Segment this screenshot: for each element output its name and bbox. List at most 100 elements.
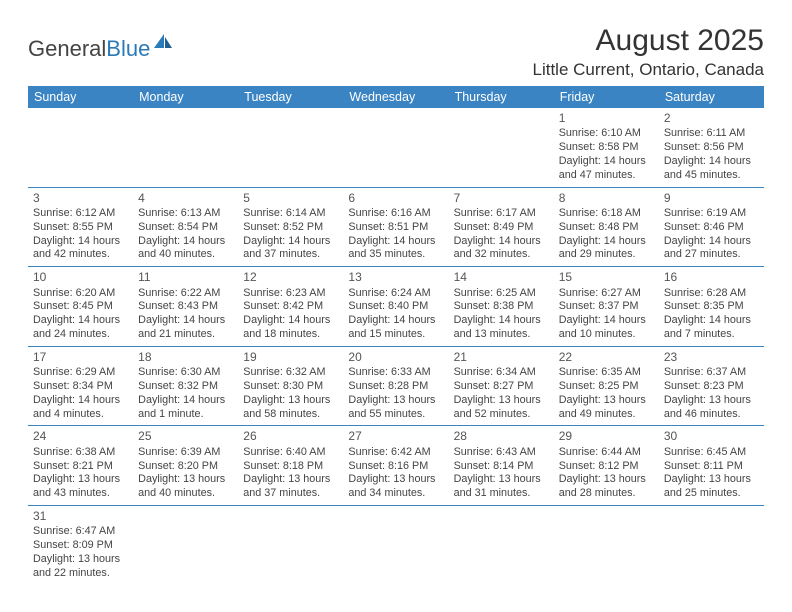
daylight-text: Daylight: 14 hours and 42 minutes. [33, 235, 128, 263]
sunrise-text: Sunrise: 6:42 AM [348, 446, 443, 460]
day-number: 1 [559, 111, 654, 126]
sunrise-text: Sunrise: 6:34 AM [454, 366, 549, 380]
calendar-cell: 18Sunrise: 6:30 AMSunset: 8:32 PMDayligh… [133, 346, 238, 426]
weekday-header-row: Sunday Monday Tuesday Wednesday Thursday… [28, 86, 764, 108]
daylight-text: Daylight: 14 hours and 47 minutes. [559, 155, 654, 183]
sunrise-text: Sunrise: 6:30 AM [138, 366, 233, 380]
daylight-text: Daylight: 14 hours and 37 minutes. [243, 235, 338, 263]
sunrise-text: Sunrise: 6:13 AM [138, 207, 233, 221]
day-number: 6 [348, 191, 443, 206]
month-title: August 2025 [532, 24, 764, 58]
sunset-text: Sunset: 8:11 PM [664, 460, 759, 474]
day-number: 18 [138, 350, 233, 365]
calendar-row: 10Sunrise: 6:20 AMSunset: 8:45 PMDayligh… [28, 267, 764, 347]
sunrise-text: Sunrise: 6:11 AM [664, 127, 759, 141]
calendar-cell: 28Sunrise: 6:43 AMSunset: 8:14 PMDayligh… [449, 426, 554, 506]
calendar-cell: 14Sunrise: 6:25 AMSunset: 8:38 PMDayligh… [449, 267, 554, 347]
calendar-cell [449, 506, 554, 585]
sunrise-text: Sunrise: 6:10 AM [559, 127, 654, 141]
weekday-header: Monday [133, 86, 238, 108]
calendar-row: 1Sunrise: 6:10 AMSunset: 8:58 PMDaylight… [28, 108, 764, 187]
day-number: 19 [243, 350, 338, 365]
day-number: 14 [454, 270, 549, 285]
calendar-row: 3Sunrise: 6:12 AMSunset: 8:55 PMDaylight… [28, 187, 764, 267]
daylight-text: Daylight: 14 hours and 10 minutes. [559, 314, 654, 342]
sunset-text: Sunset: 8:34 PM [33, 380, 128, 394]
daylight-text: Daylight: 13 hours and 46 minutes. [664, 394, 759, 422]
day-number: 28 [454, 429, 549, 444]
daylight-text: Daylight: 13 hours and 34 minutes. [348, 473, 443, 501]
calendar-cell: 7Sunrise: 6:17 AMSunset: 8:49 PMDaylight… [449, 187, 554, 267]
day-number: 4 [138, 191, 233, 206]
sunset-text: Sunset: 8:38 PM [454, 300, 549, 314]
logo-text-blue: Blue [106, 36, 150, 62]
calendar-body: 1Sunrise: 6:10 AMSunset: 8:58 PMDaylight… [28, 108, 764, 585]
daylight-text: Daylight: 13 hours and 37 minutes. [243, 473, 338, 501]
sunrise-text: Sunrise: 6:23 AM [243, 287, 338, 301]
sunset-text: Sunset: 8:35 PM [664, 300, 759, 314]
calendar-cell [238, 506, 343, 585]
day-number: 16 [664, 270, 759, 285]
calendar-cell: 11Sunrise: 6:22 AMSunset: 8:43 PMDayligh… [133, 267, 238, 347]
daylight-text: Daylight: 13 hours and 28 minutes. [559, 473, 654, 501]
day-number: 2 [664, 111, 759, 126]
sunset-text: Sunset: 8:54 PM [138, 221, 233, 235]
header: GeneralBlue August 2025 Little Current, … [28, 24, 764, 80]
sunset-text: Sunset: 8:30 PM [243, 380, 338, 394]
calendar-cell [133, 108, 238, 187]
sunrise-text: Sunrise: 6:19 AM [664, 207, 759, 221]
sunset-text: Sunset: 8:21 PM [33, 460, 128, 474]
day-number: 11 [138, 270, 233, 285]
daylight-text: Daylight: 13 hours and 22 minutes. [33, 553, 128, 581]
sunrise-text: Sunrise: 6:22 AM [138, 287, 233, 301]
sunset-text: Sunset: 8:42 PM [243, 300, 338, 314]
sunset-text: Sunset: 8:45 PM [33, 300, 128, 314]
day-number: 8 [559, 191, 654, 206]
daylight-text: Daylight: 14 hours and 40 minutes. [138, 235, 233, 263]
daylight-text: Daylight: 14 hours and 13 minutes. [454, 314, 549, 342]
weekday-header: Thursday [449, 86, 554, 108]
sunset-text: Sunset: 8:43 PM [138, 300, 233, 314]
daylight-text: Daylight: 14 hours and 15 minutes. [348, 314, 443, 342]
daylight-text: Daylight: 14 hours and 32 minutes. [454, 235, 549, 263]
weekday-header: Tuesday [238, 86, 343, 108]
calendar-cell: 23Sunrise: 6:37 AMSunset: 8:23 PMDayligh… [659, 346, 764, 426]
calendar-cell: 10Sunrise: 6:20 AMSunset: 8:45 PMDayligh… [28, 267, 133, 347]
sunset-text: Sunset: 8:46 PM [664, 221, 759, 235]
sunrise-text: Sunrise: 6:35 AM [559, 366, 654, 380]
day-number: 26 [243, 429, 338, 444]
calendar-cell: 21Sunrise: 6:34 AMSunset: 8:27 PMDayligh… [449, 346, 554, 426]
calendar-cell: 27Sunrise: 6:42 AMSunset: 8:16 PMDayligh… [343, 426, 448, 506]
daylight-text: Daylight: 13 hours and 31 minutes. [454, 473, 549, 501]
daylight-text: Daylight: 13 hours and 49 minutes. [559, 394, 654, 422]
sunrise-text: Sunrise: 6:20 AM [33, 287, 128, 301]
daylight-text: Daylight: 14 hours and 24 minutes. [33, 314, 128, 342]
calendar-cell: 26Sunrise: 6:40 AMSunset: 8:18 PMDayligh… [238, 426, 343, 506]
day-number: 21 [454, 350, 549, 365]
sunset-text: Sunset: 8:16 PM [348, 460, 443, 474]
calendar-table: Sunday Monday Tuesday Wednesday Thursday… [28, 86, 764, 585]
daylight-text: Daylight: 14 hours and 7 minutes. [664, 314, 759, 342]
day-number: 12 [243, 270, 338, 285]
calendar-cell: 4Sunrise: 6:13 AMSunset: 8:54 PMDaylight… [133, 187, 238, 267]
sunset-text: Sunset: 8:51 PM [348, 221, 443, 235]
calendar-cell: 5Sunrise: 6:14 AMSunset: 8:52 PMDaylight… [238, 187, 343, 267]
sunrise-text: Sunrise: 6:39 AM [138, 446, 233, 460]
logo: GeneralBlue [28, 24, 174, 65]
calendar-cell: 24Sunrise: 6:38 AMSunset: 8:21 PMDayligh… [28, 426, 133, 506]
calendar-row: 24Sunrise: 6:38 AMSunset: 8:21 PMDayligh… [28, 426, 764, 506]
sail-icon [152, 32, 174, 55]
sunset-text: Sunset: 8:28 PM [348, 380, 443, 394]
calendar-cell: 17Sunrise: 6:29 AMSunset: 8:34 PMDayligh… [28, 346, 133, 426]
sunrise-text: Sunrise: 6:32 AM [243, 366, 338, 380]
calendar-cell [343, 108, 448, 187]
daylight-text: Daylight: 14 hours and 1 minute. [138, 394, 233, 422]
calendar-row: 31Sunrise: 6:47 AMSunset: 8:09 PMDayligh… [28, 506, 764, 585]
sunset-text: Sunset: 8:18 PM [243, 460, 338, 474]
sunset-text: Sunset: 8:58 PM [559, 141, 654, 155]
sunset-text: Sunset: 8:52 PM [243, 221, 338, 235]
day-number: 3 [33, 191, 128, 206]
weekday-header: Wednesday [343, 86, 448, 108]
sunset-text: Sunset: 8:09 PM [33, 539, 128, 553]
sunrise-text: Sunrise: 6:18 AM [559, 207, 654, 221]
